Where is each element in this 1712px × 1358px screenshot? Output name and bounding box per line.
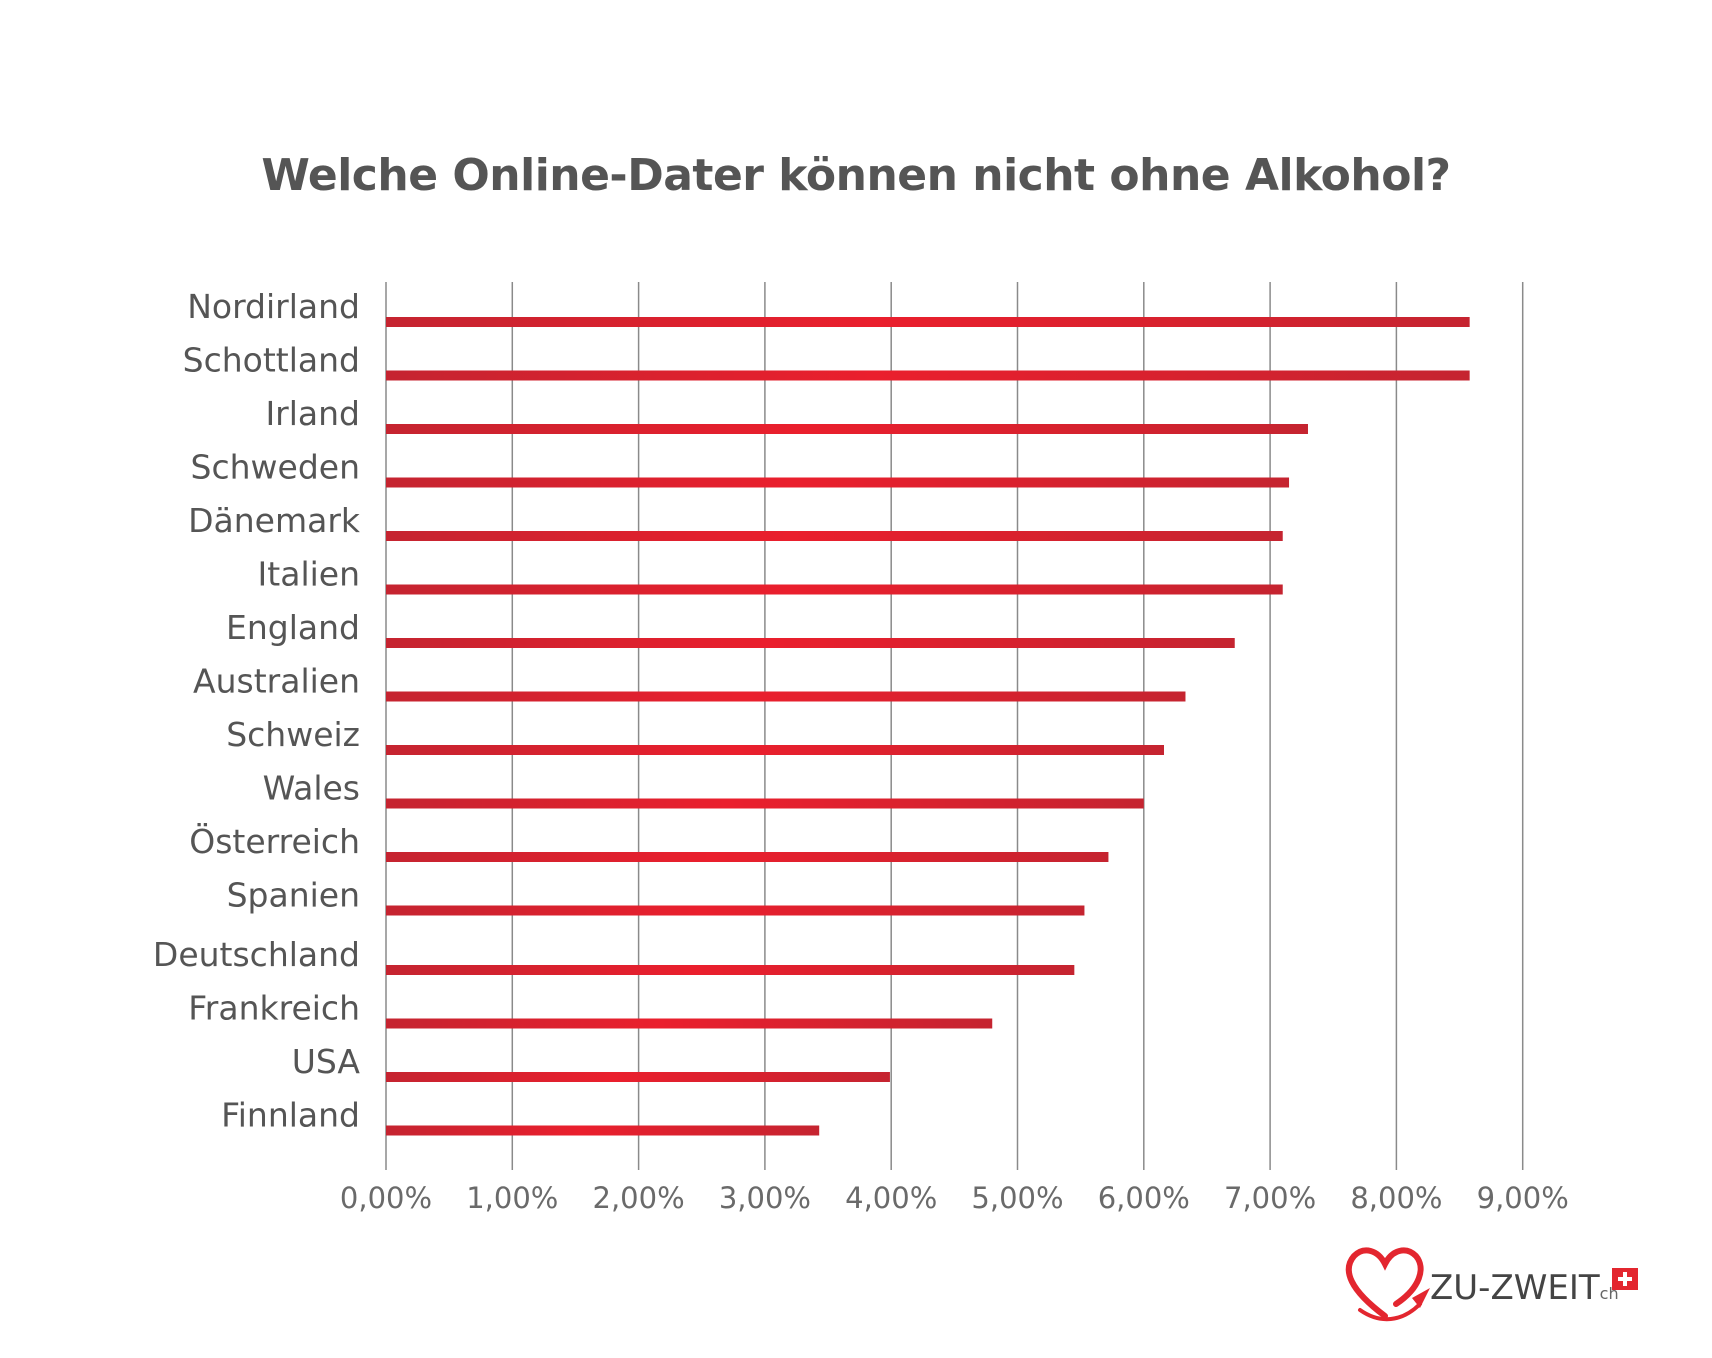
- category-label: Frankreich: [188, 989, 360, 1028]
- heart-plane-icon: [1345, 1247, 1430, 1322]
- x-tick-label: 1,00%: [466, 1181, 558, 1215]
- category-label: Wales: [263, 769, 360, 808]
- category-label: Australien: [193, 662, 360, 701]
- bar: [386, 1018, 993, 1029]
- category-label: Irland: [265, 394, 360, 433]
- logo-text: ZU-ZWEIT: [1430, 1268, 1600, 1308]
- swiss-flag-icon: [1612, 1268, 1638, 1290]
- category-label: Deutschland: [153, 935, 360, 974]
- category-label: Finnland: [221, 1096, 360, 1135]
- bar: [386, 905, 1085, 916]
- bar: [386, 531, 1283, 541]
- bar: [386, 691, 1186, 702]
- category-labels: Nordirland Schottland Irland Schweden Dänema…: [153, 287, 361, 1135]
- x-axis-tick-labels: 0,00% 1,00% 2,00% 3,00% 4,00% 5,00% 6,00% 7,00%…: [340, 1181, 1569, 1215]
- bar: [386, 477, 1290, 488]
- x-tick-label: 6,00%: [1098, 1181, 1190, 1215]
- x-tick-label: 0,00%: [340, 1181, 432, 1215]
- chart-title: Welche Online-Dater können nicht ohne Al…: [261, 150, 1451, 201]
- x-tick-label: 5,00%: [971, 1181, 1063, 1215]
- x-tick-label: 2,00%: [593, 1181, 685, 1215]
- category-label: Dänemark: [188, 501, 361, 540]
- bar: [386, 317, 1470, 327]
- bar: [386, 1125, 820, 1136]
- category-label: Schweden: [191, 448, 360, 487]
- x-tick-label: 3,00%: [719, 1181, 811, 1215]
- category-label: Nordirland: [187, 287, 360, 326]
- category-label: USA: [292, 1042, 361, 1081]
- zu-zweit-logo: ZU-ZWEITch: [1340, 1238, 1640, 1328]
- bar: [386, 965, 1075, 975]
- logo-wordmark: ZU-ZWEITch: [1430, 1268, 1619, 1308]
- bar: [386, 370, 1470, 381]
- x-tick-label: 4,00%: [845, 1181, 937, 1215]
- bar: [386, 638, 1235, 648]
- x-tick-label: 7,00%: [1224, 1181, 1316, 1215]
- bars: [386, 317, 1470, 1136]
- gridlines: [385, 282, 1524, 1170]
- category-label: Schweiz: [226, 715, 360, 754]
- category-label: Österreich: [189, 821, 360, 861]
- x-tick-label: 8,00%: [1350, 1181, 1442, 1215]
- category-label: Spanien: [227, 876, 360, 915]
- bar: [386, 424, 1308, 434]
- bar: [386, 798, 1144, 809]
- bar: [386, 1072, 890, 1082]
- category-label: Schottland: [183, 341, 360, 380]
- x-tick-label: 9,00%: [1477, 1181, 1569, 1215]
- bar: [386, 745, 1165, 755]
- bar: [386, 852, 1109, 862]
- category-label: Italien: [258, 555, 360, 594]
- bar: [386, 584, 1283, 595]
- category-label: England: [226, 608, 360, 647]
